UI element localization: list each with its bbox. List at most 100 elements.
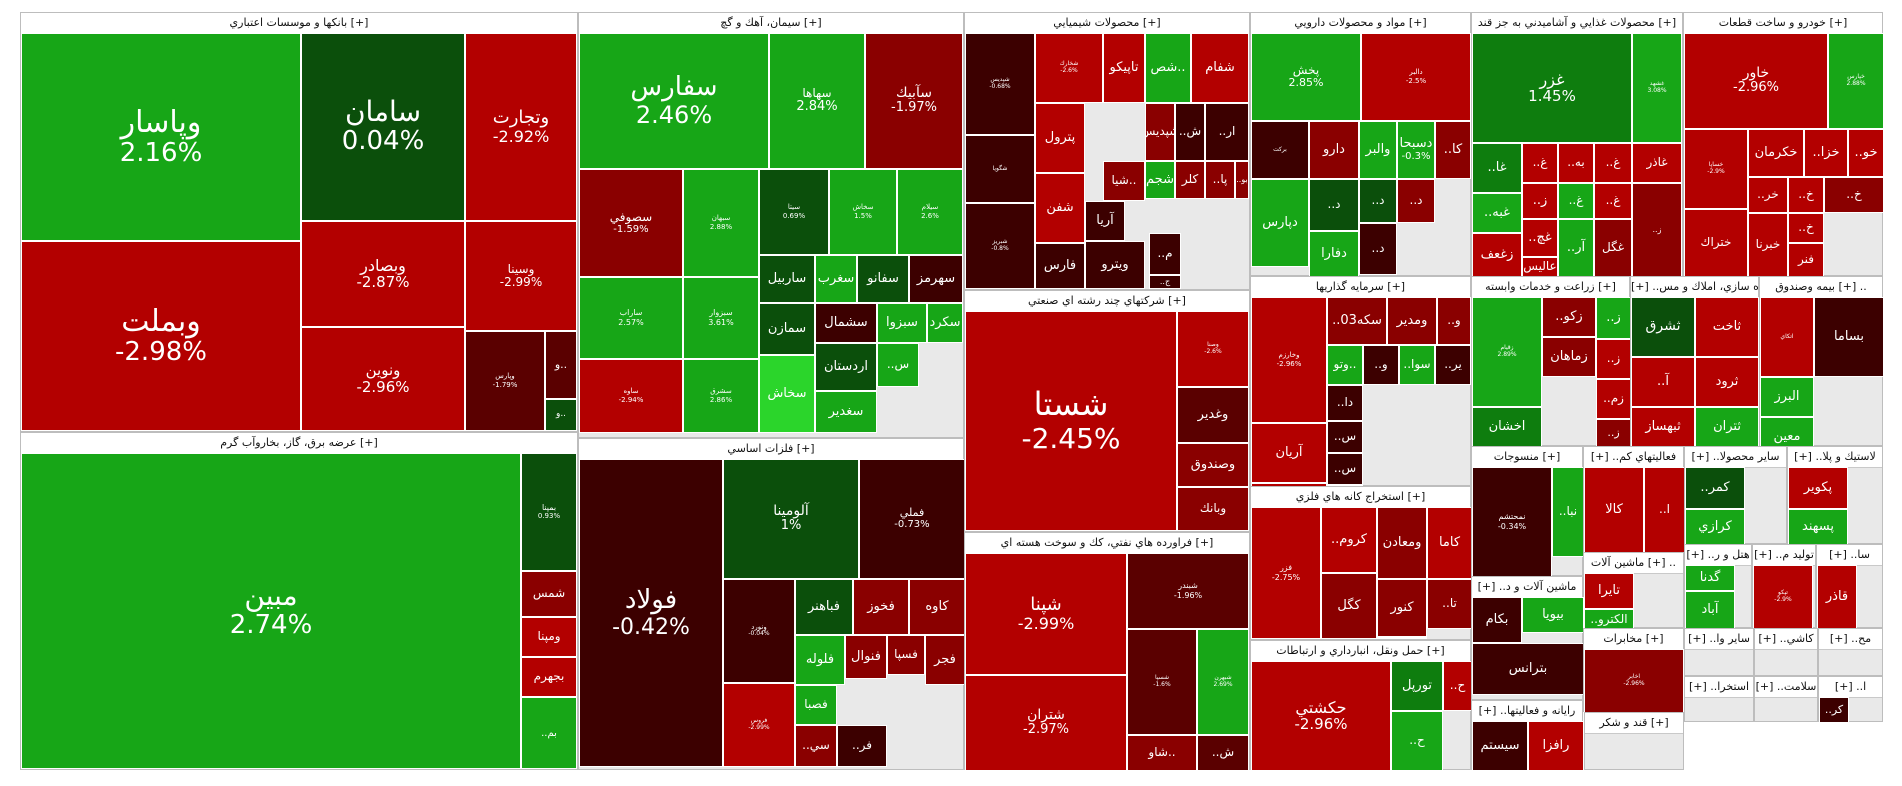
stock-tile[interactable]: البرز bbox=[1760, 377, 1814, 417]
stock-tile[interactable]: ..زم bbox=[1596, 379, 1631, 419]
stock-tile[interactable]: ..كا bbox=[1435, 121, 1471, 179]
stock-tile[interactable]: والبر bbox=[1359, 121, 1397, 179]
stock-tile[interactable]: خكرمان bbox=[1748, 129, 1804, 177]
stock-tile[interactable]: ..بو bbox=[1235, 161, 1249, 199]
stock-tile[interactable]: فسپا bbox=[887, 635, 925, 675]
stock-tile[interactable]: كالا bbox=[1584, 467, 1644, 553]
stock-tile[interactable]: ..ح bbox=[1391, 711, 1443, 771]
stock-tile[interactable]: ..كر bbox=[1819, 697, 1849, 723]
stock-tile[interactable]: شپديس bbox=[1145, 103, 1175, 161]
stock-tile[interactable]: ..و bbox=[1437, 297, 1471, 345]
stock-tile[interactable]: وتجارت -2.92% bbox=[465, 33, 577, 221]
stock-tile[interactable]: شجم bbox=[1145, 161, 1175, 199]
stock-tile[interactable]: شستا -2.45% bbox=[965, 311, 1177, 531]
stock-tile[interactable]: فصبا bbox=[795, 685, 837, 725]
stock-tile[interactable]: غاذر bbox=[1632, 143, 1682, 183]
stock-tile[interactable]: كنور bbox=[1377, 579, 1427, 637]
stock-tile[interactable]: وبانك bbox=[1177, 487, 1249, 531]
sector-title[interactable]: مخابرات [+] bbox=[1584, 629, 1683, 650]
stock-tile[interactable]: بكام bbox=[1472, 597, 1522, 643]
stock-tile[interactable]: دالبر -2.5% bbox=[1361, 33, 1471, 121]
stock-tile[interactable]: سيتا 0.69% bbox=[759, 169, 829, 255]
stock-tile[interactable]: شمس bbox=[521, 571, 577, 617]
stock-tile[interactable]: ..غ bbox=[1558, 183, 1594, 219]
stock-tile[interactable]: ومپنا bbox=[521, 617, 577, 657]
stock-tile[interactable]: ومعادن bbox=[1377, 507, 1427, 579]
stock-tile[interactable]: سامان 0.04% bbox=[301, 33, 465, 221]
stock-tile[interactable]: خساپا -2.9% bbox=[1684, 129, 1748, 209]
stock-tile[interactable]: ثبهساز bbox=[1631, 407, 1695, 447]
stock-tile[interactable]: ..و bbox=[1363, 345, 1399, 385]
stock-tile[interactable]: اخابر -2.96% bbox=[1584, 649, 1684, 713]
stock-tile[interactable]: شص.. bbox=[1145, 33, 1191, 103]
stock-tile[interactable]: وصنا -2.6% bbox=[1177, 311, 1249, 387]
stock-tile[interactable]: سيستم bbox=[1472, 721, 1528, 771]
stock-tile[interactable]: دسبحا -0.3% bbox=[1397, 121, 1435, 179]
sector-title[interactable]: بانکها و موسسات اعتباري [+] bbox=[21, 13, 577, 34]
stock-tile[interactable]: سفارس 2.46% bbox=[579, 33, 769, 169]
stock-tile[interactable]: تايرا bbox=[1584, 573, 1634, 609]
stock-tile[interactable]: فروس -2.99% bbox=[723, 683, 795, 767]
stock-tile[interactable]: آلومينا 1% bbox=[723, 459, 859, 579]
sector-title[interactable]: [+] ..ماشين آلات و د bbox=[1472, 577, 1582, 598]
stock-tile[interactable]: فلوله bbox=[795, 635, 845, 685]
stock-tile[interactable]: ..ز bbox=[1632, 183, 1682, 277]
stock-tile[interactable]: ..دا bbox=[1327, 385, 1363, 421]
stock-tile[interactable]: تاپيكو bbox=[1103, 33, 1145, 103]
stock-tile[interactable]: غشهد 3.08% bbox=[1632, 33, 1682, 143]
stock-tile[interactable]: ..به bbox=[1558, 143, 1594, 183]
stock-tile[interactable]: پكوير bbox=[1788, 467, 1848, 509]
sector-title[interactable]: [+] ..هتل و ر bbox=[1685, 545, 1751, 566]
stock-tile[interactable]: بركت bbox=[1251, 121, 1309, 179]
stock-tile[interactable]: ..ز bbox=[1596, 419, 1631, 447]
stock-tile[interactable]: دپارس bbox=[1251, 179, 1309, 267]
sector-title[interactable]: سرمايه گذاريها [+] bbox=[1251, 277, 1470, 298]
stock-tile[interactable]: ..سي bbox=[795, 725, 837, 767]
stock-tile[interactable]: ..م bbox=[1149, 233, 1181, 275]
stock-tile[interactable]: تپكو -2.9% bbox=[1753, 565, 1813, 629]
sector-title[interactable]: محصولات شيميايي [+] bbox=[965, 13, 1249, 34]
stock-tile[interactable]: حكشتي -2.96% bbox=[1251, 661, 1391, 771]
stock-tile[interactable]: وصندوق bbox=[1177, 443, 1249, 487]
stock-tile[interactable]: شاو.. bbox=[1127, 735, 1197, 771]
stock-tile[interactable]: شتران -2.97% bbox=[965, 675, 1127, 771]
stock-tile[interactable]: ونوين -2.96% bbox=[301, 327, 465, 431]
stock-tile[interactable]: ..غ bbox=[1594, 183, 1632, 219]
stock-tile[interactable]: سصوفي -1.59% bbox=[579, 169, 683, 277]
stock-tile[interactable]: وسينا -2.99% bbox=[465, 221, 577, 331]
stock-tile[interactable]: بمپنا 0.93% bbox=[521, 453, 577, 571]
stock-tile[interactable]: ..د bbox=[1397, 179, 1435, 223]
stock-tile[interactable]: ثرود bbox=[1695, 357, 1759, 407]
sector-title[interactable]: [+] ..لاستيك و پلا bbox=[1788, 447, 1882, 468]
sector-title[interactable]: [+] ..ساير محصولا bbox=[1685, 447, 1786, 468]
stock-tile[interactable]: اتكاي bbox=[1760, 297, 1814, 377]
sector-title[interactable]: ماشين آلات [+] .. bbox=[1584, 553, 1683, 574]
stock-tile[interactable]: پخش 2.85% bbox=[1251, 33, 1361, 121]
stock-tile[interactable]: كاوه bbox=[909, 579, 965, 635]
sector-title[interactable]: محصولات غذايي و آشاميدني به جز قند [+] bbox=[1472, 13, 1682, 34]
stock-tile[interactable]: ..پا bbox=[1205, 161, 1235, 199]
sector-title[interactable]: زراعت و خدمات وابسته [+] bbox=[1472, 277, 1629, 298]
stock-tile[interactable]: و.. bbox=[545, 331, 577, 399]
stock-tile[interactable]: شپنا -2.99% bbox=[965, 553, 1127, 675]
stock-tile[interactable]: سيلام 2.6% bbox=[897, 169, 963, 255]
sector-title[interactable]: [+] ..توليد م bbox=[1753, 545, 1815, 566]
stock-tile[interactable]: خاور -2.96% bbox=[1684, 33, 1828, 129]
stock-tile[interactable]: فجر bbox=[925, 635, 965, 685]
stock-tile[interactable]: ..سكه03 bbox=[1327, 297, 1387, 345]
stock-tile[interactable]: شسپا -1.6% bbox=[1127, 629, 1197, 735]
stock-tile[interactable]: بجهرم bbox=[521, 657, 577, 697]
stock-tile[interactable]: ..غچ bbox=[1522, 219, 1558, 257]
sector-title[interactable]: حمل ونقل، انبارداري و ارتباطات [+] bbox=[1251, 641, 1470, 662]
stock-tile[interactable]: ..س bbox=[1327, 421, 1363, 453]
stock-tile[interactable]: ..زكو bbox=[1542, 297, 1596, 337]
stock-tile[interactable]: شبريز -0.8% bbox=[965, 203, 1035, 289]
stock-tile[interactable]: ..غ bbox=[1594, 143, 1632, 183]
stock-tile[interactable]: ..خزا bbox=[1804, 129, 1848, 177]
stock-tile[interactable]: سهاها 2.84% bbox=[769, 33, 865, 169]
stock-tile[interactable]: ختراك bbox=[1684, 209, 1748, 277]
stock-tile[interactable]: سخاش 1.5% bbox=[829, 169, 897, 255]
stock-tile[interactable]: وپاسار 2.16% bbox=[21, 33, 301, 241]
stock-tile[interactable]: سخاش bbox=[759, 355, 815, 433]
stock-tile[interactable]: ثتران bbox=[1695, 407, 1759, 447]
